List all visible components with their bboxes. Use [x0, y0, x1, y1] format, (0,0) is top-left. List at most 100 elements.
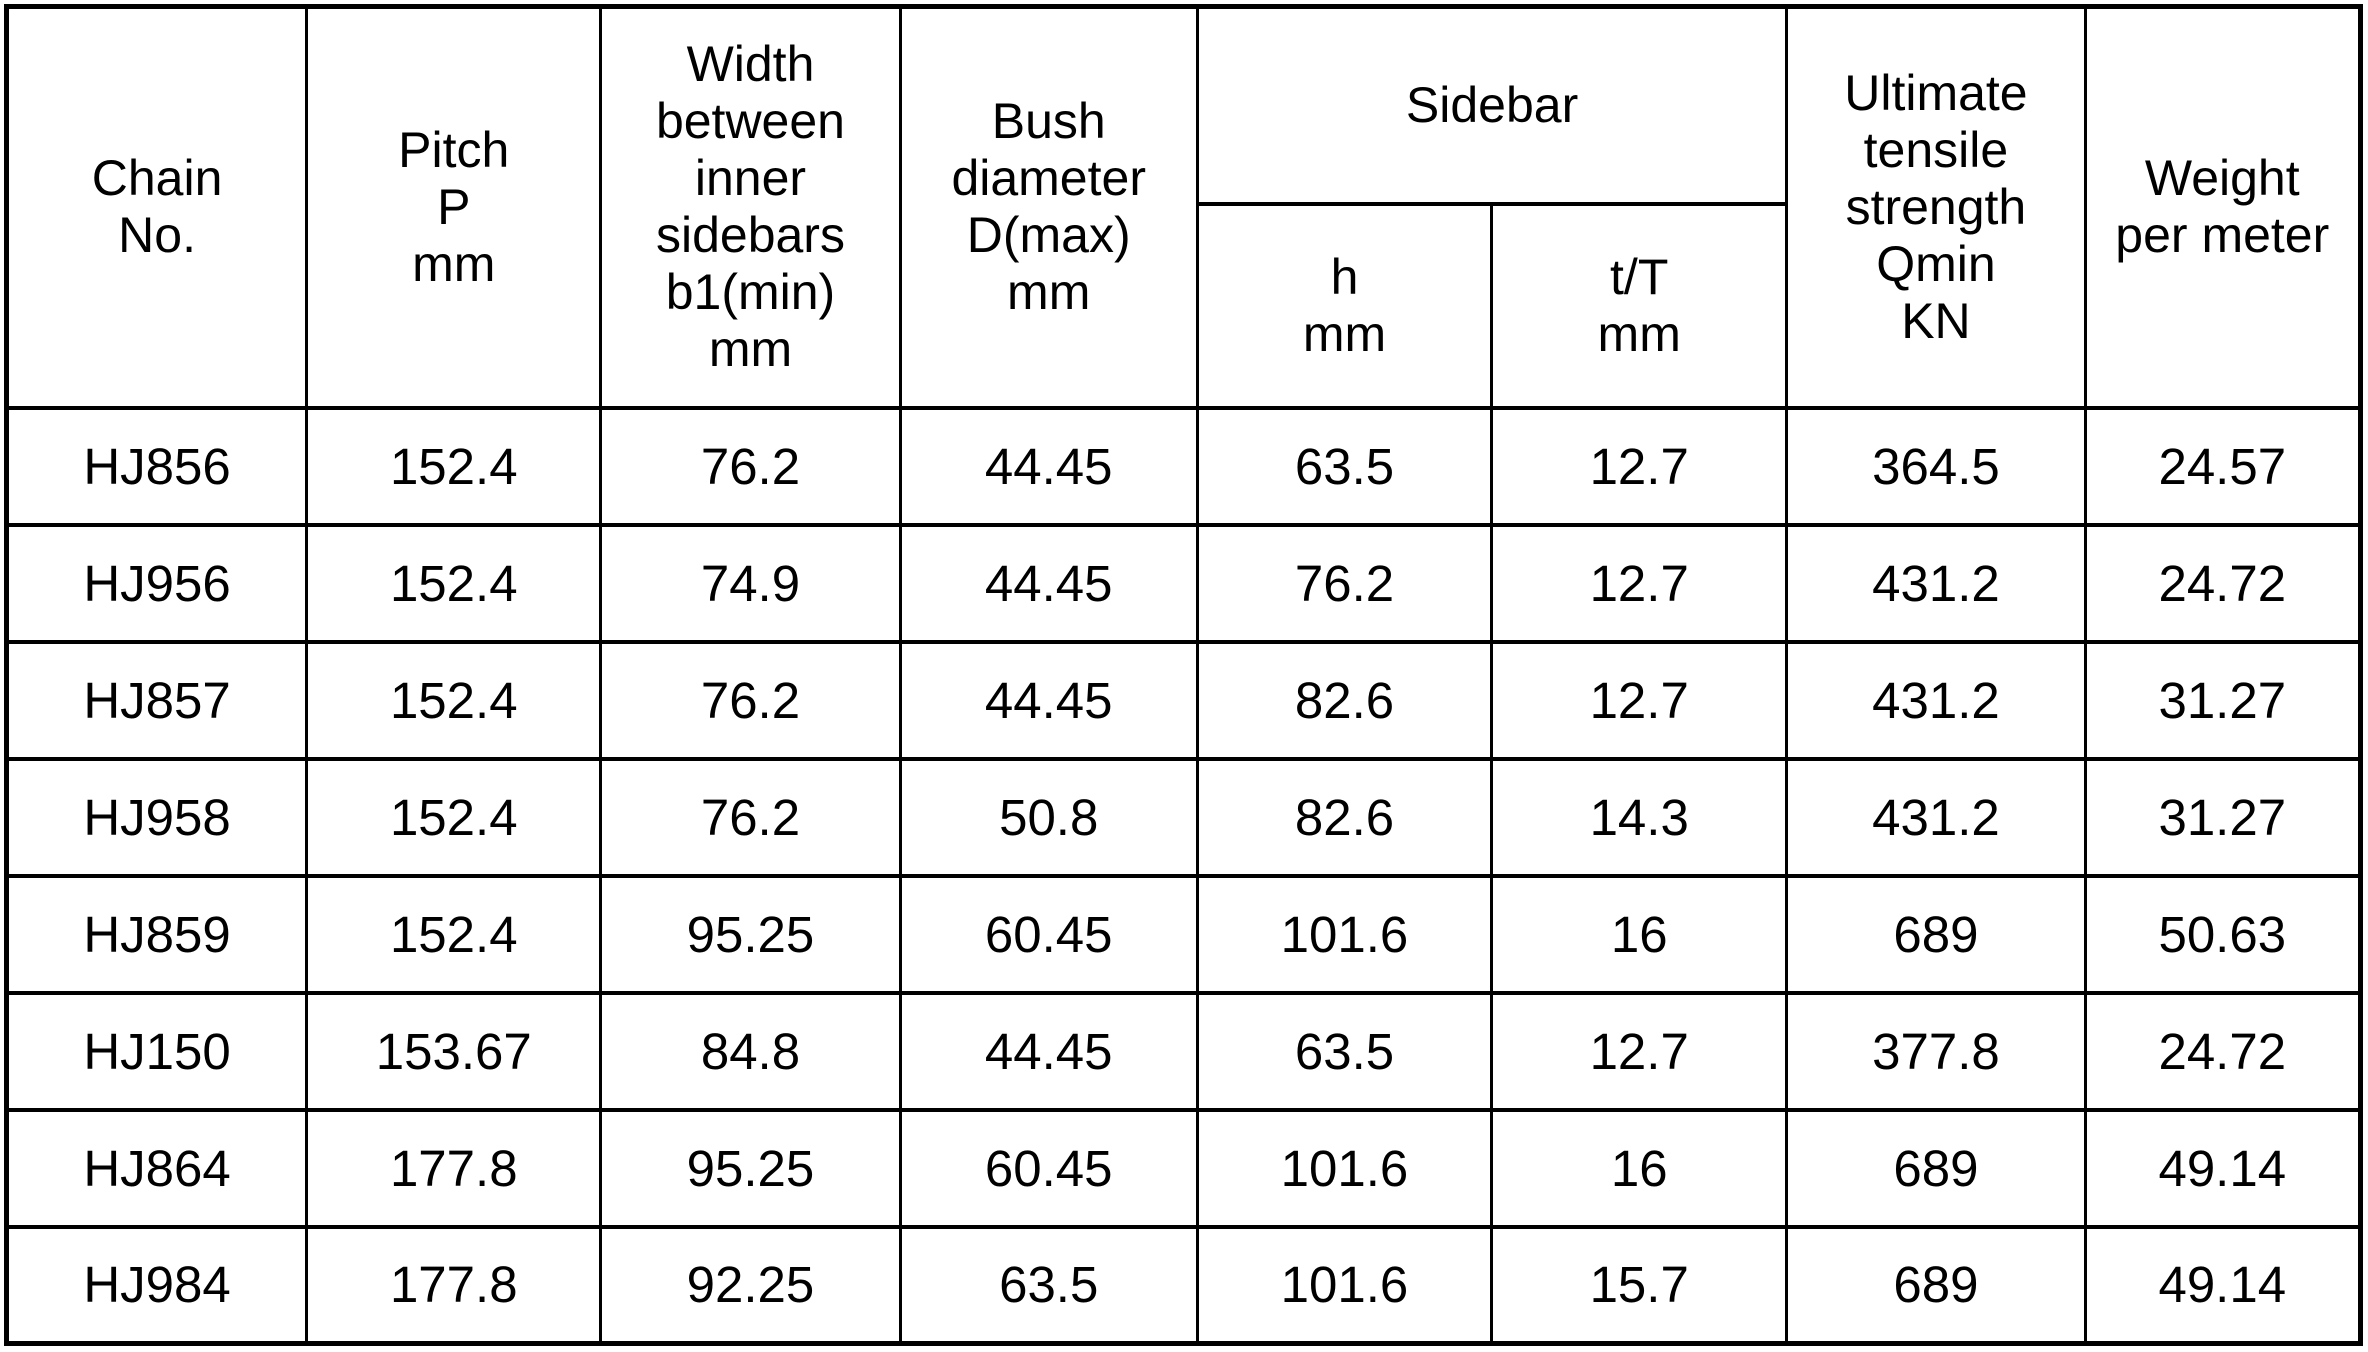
cell-chain-no: HJ956	[4, 522, 309, 644]
header-line: P	[437, 178, 471, 235]
cell-sidebar-tt: 14.3	[1490, 756, 1789, 878]
cell-chain-no: HJ984	[4, 1224, 309, 1346]
cell-sidebar-h: 82.6	[1195, 639, 1494, 761]
cell-sidebar-h: 101.6	[1195, 1107, 1494, 1229]
cell-chain-no: HJ859	[4, 873, 309, 995]
chain-spec-table: Chain No. Pitch P mm Width between inner…	[4, 4, 2363, 1346]
table-row: HJ857 152.4 76.2 44.45 82.6 12.7 431.2 3…	[4, 639, 2363, 761]
table-row: HJ856 152.4 76.2 44.45 63.5 12.7 364.5 2…	[4, 405, 2363, 527]
cell-chain-no: HJ150	[4, 990, 309, 1112]
cell-width: 74.9	[599, 522, 902, 644]
cell-sidebar-h: 63.5	[1195, 990, 1494, 1112]
cell-bush-diameter: 44.45	[898, 405, 1199, 527]
col-header-ultimate-tensile-strength: Ultimate tensile strength Qmin KN	[1785, 4, 2087, 410]
header-line: tensile	[1863, 121, 2009, 178]
cell-chain-no: HJ857	[4, 639, 309, 761]
cell-bush-diameter: 60.45	[898, 1107, 1199, 1229]
cell-pitch: 152.4	[305, 873, 603, 995]
col-header-sidebar-tt: t/T mm	[1490, 201, 1789, 410]
cell-weight: 24.57	[2083, 405, 2363, 527]
header-line: Ultimate	[1844, 64, 2028, 121]
table-row: HJ150 153.67 84.8 44.45 63.5 12.7 377.8 …	[4, 990, 2363, 1112]
cell-sidebar-tt: 12.7	[1490, 405, 1789, 527]
col-header-width-between-inner-sidebars: Width between inner sidebars b1(min) mm	[599, 4, 902, 410]
cell-weight: 31.27	[2083, 756, 2363, 878]
cell-pitch: 152.4	[305, 522, 603, 644]
header-row-sub: h mm t/T mm	[7, 201, 2361, 410]
cell-sidebar-tt: 15.7	[1490, 1224, 1789, 1346]
header-line: h	[1330, 248, 1359, 305]
cell-width: 76.2	[599, 756, 902, 878]
header-line: Bush	[991, 93, 1106, 150]
table-row: HJ984 177.8 92.25 63.5 101.6 15.7 689 49…	[4, 1224, 2363, 1346]
header-line: mm	[1302, 305, 1387, 362]
header-line: b1(min)	[665, 264, 836, 321]
header-line: mm	[1597, 305, 1681, 362]
col-header-bush-diameter: Bush diameter D(max) mm	[898, 4, 1199, 410]
cell-qmin: 364.5	[1785, 405, 2087, 527]
cell-pitch: 152.4	[305, 639, 603, 761]
cell-qmin: 431.2	[1785, 639, 2087, 761]
cell-sidebar-tt: 12.7	[1490, 522, 1789, 644]
header-line: per meter	[2115, 207, 2330, 264]
header-line: t/T	[1610, 248, 1669, 305]
cell-width: 95.25	[599, 873, 902, 995]
header-line: KN	[1901, 292, 1971, 349]
cell-sidebar-h: 101.6	[1195, 873, 1494, 995]
cell-qmin: 431.2	[1785, 756, 2087, 878]
cell-pitch: 152.4	[305, 405, 603, 527]
table-row: HJ859 152.4 95.25 60.45 101.6 16 689 50.…	[4, 873, 2363, 995]
cell-bush-diameter: 63.5	[898, 1224, 1199, 1346]
cell-bush-diameter: 44.45	[898, 522, 1199, 644]
cell-width: 95.25	[599, 1107, 902, 1229]
cell-bush-diameter: 50.8	[898, 756, 1199, 878]
cell-weight: 49.14	[2083, 1107, 2363, 1229]
cell-width: 76.2	[599, 639, 902, 761]
cell-qmin: 431.2	[1785, 522, 2087, 644]
cell-weight: 50.63	[2083, 873, 2363, 995]
cell-sidebar-h: 63.5	[1195, 405, 1494, 527]
cell-pitch: 177.8	[305, 1224, 603, 1346]
header-line: mm	[412, 235, 496, 292]
header-line: Weight	[2144, 150, 2300, 207]
header-line: between	[655, 93, 845, 150]
cell-width: 76.2	[599, 405, 902, 527]
col-header-sidebar-group: Sidebar	[1195, 4, 1789, 206]
cell-sidebar-h: 82.6	[1195, 756, 1494, 878]
header-line: diameter	[951, 150, 1146, 207]
cell-weight: 24.72	[2083, 522, 2363, 644]
cell-weight: 49.14	[2083, 1224, 2363, 1346]
cell-qmin: 689	[1785, 1224, 2087, 1346]
header-line: mm	[1007, 264, 1091, 321]
chain-spec-table-container: Chain No. Pitch P mm Width between inner…	[4, 4, 2363, 1346]
cell-weight: 24.72	[2083, 990, 2363, 1112]
cell-width: 84.8	[599, 990, 902, 1112]
header-line: Qmin	[1876, 235, 1996, 292]
table-row: HJ956 152.4 74.9 44.45 76.2 12.7 431.2 2…	[4, 522, 2363, 644]
cell-pitch: 152.4	[305, 756, 603, 878]
header-line: mm	[708, 321, 793, 378]
header-line: No.	[118, 207, 196, 264]
table-row: HJ864 177.8 95.25 60.45 101.6 16 689 49.…	[4, 1107, 2363, 1229]
col-header-pitch: Pitch P mm	[305, 4, 603, 410]
cell-width: 92.25	[599, 1224, 902, 1346]
cell-chain-no: HJ864	[4, 1107, 309, 1229]
col-header-chain-no: Chain No.	[4, 4, 309, 410]
cell-pitch: 177.8	[305, 1107, 603, 1229]
header-row-top: Chain No. Pitch P mm Width between inner…	[4, 4, 2363, 410]
cell-bush-diameter: 44.45	[898, 639, 1199, 761]
cell-sidebar-h: 76.2	[1195, 522, 1494, 644]
header-line: Chain	[91, 150, 223, 207]
header-line: Width	[686, 36, 815, 93]
cell-bush-diameter: 44.45	[898, 990, 1199, 1112]
cell-qmin: 689	[1785, 1107, 2087, 1229]
cell-sidebar-h: 101.6	[1195, 1224, 1494, 1346]
cell-chain-no: HJ958	[4, 756, 309, 878]
col-header-weight-per-meter: Weight per meter	[2083, 4, 2363, 410]
col-header-sidebar-h: h mm	[1195, 201, 1494, 410]
cell-pitch: 153.67	[305, 990, 603, 1112]
header-line: strength	[1845, 178, 2027, 235]
cell-chain-no: HJ856	[4, 405, 309, 527]
cell-sidebar-tt: 16	[1490, 873, 1789, 995]
header-line: D(max)	[966, 207, 1131, 264]
